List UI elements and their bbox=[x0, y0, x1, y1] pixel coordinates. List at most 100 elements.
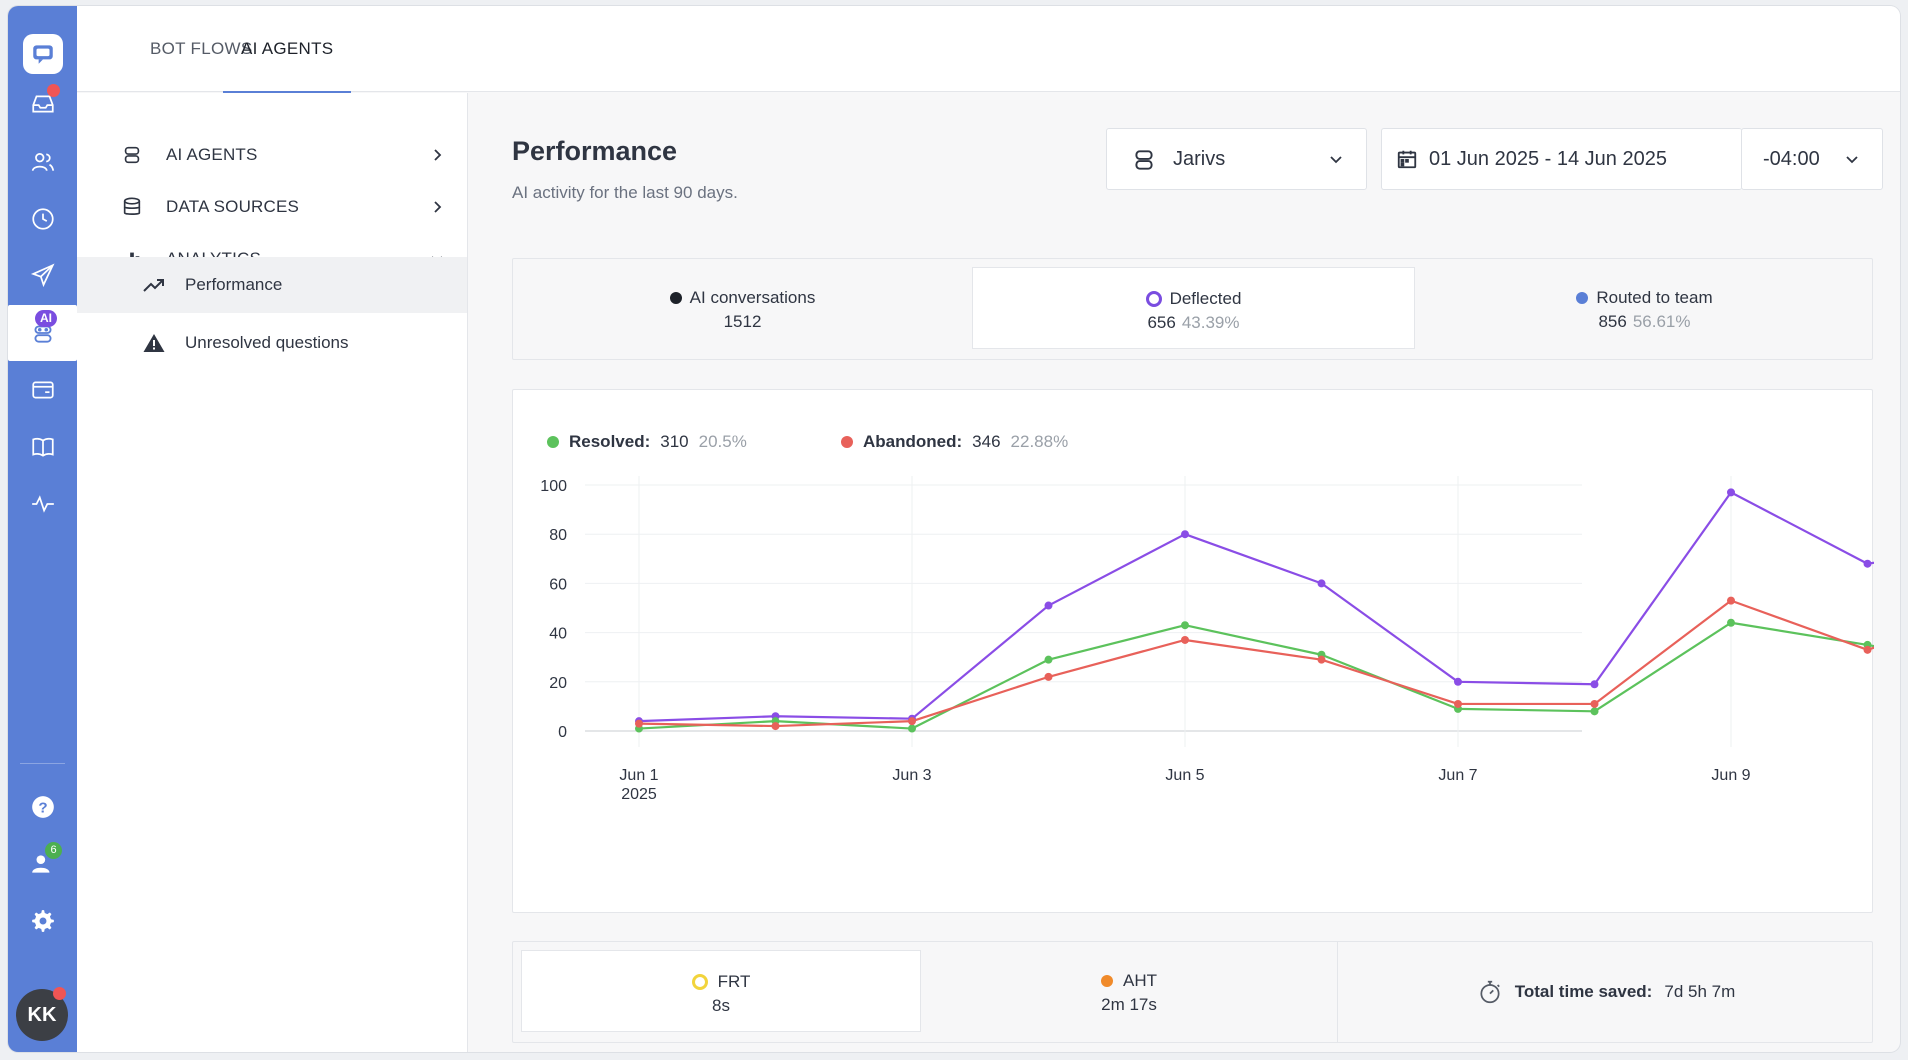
contacts-icon[interactable] bbox=[8, 134, 77, 190]
stat-value: 7d 5h 7m bbox=[1664, 982, 1736, 1001]
data-point bbox=[1181, 621, 1189, 630]
time-stats-bar: FRT 8s AHT 2m 17s Total time saved: 7d 5… bbox=[512, 941, 1873, 1043]
nav-sub-label: Unresolved questions bbox=[185, 333, 349, 352]
tab-label: BOT FLOWS bbox=[150, 39, 253, 58]
secondary-nav: AI AGENTS DATA SOURCES ANALYTICS Perform… bbox=[77, 93, 468, 1052]
stat-name: Total time saved: bbox=[1514, 982, 1653, 1001]
data-point bbox=[1454, 699, 1462, 708]
data-point bbox=[635, 719, 643, 728]
data-point bbox=[771, 722, 780, 731]
agent-select[interactable]: Jarivs bbox=[1106, 128, 1367, 190]
date-range-value: 01 Jun 2025 - 14 Jun 2025 bbox=[1429, 147, 1667, 170]
notification-dot bbox=[47, 84, 60, 97]
stat-percent: 56.61% bbox=[1632, 312, 1691, 331]
warning-icon bbox=[143, 334, 165, 352]
stat-aht[interactable]: AHT 2m 17s bbox=[921, 950, 1337, 1032]
x-tick-label: Jun 9 bbox=[1711, 767, 1750, 784]
y-tick-label: 80 bbox=[549, 527, 567, 544]
legend-name: Abandoned: bbox=[863, 432, 963, 451]
aht-dot bbox=[1101, 975, 1113, 987]
stat-deflected[interactable]: Deflected 656 43.39% bbox=[972, 267, 1415, 349]
legend-value: 310 bbox=[660, 432, 689, 451]
performance-chart-card: Resolved: 310 20.5% Abandoned: 346 22.88… bbox=[512, 389, 1874, 913]
app-logo[interactable] bbox=[8, 26, 77, 82]
nav-item-data-sources[interactable]: DATA SOURCES bbox=[77, 181, 467, 233]
database-icon bbox=[123, 197, 141, 215]
widget-icon[interactable] bbox=[8, 362, 77, 418]
team-count-badge: 6 bbox=[45, 842, 62, 859]
calendar-icon bbox=[1397, 150, 1417, 169]
data-point bbox=[1044, 655, 1053, 664]
chat-logo-icon bbox=[22, 34, 63, 74]
stat-value: 8s bbox=[712, 996, 730, 1015]
inbox-icon[interactable] bbox=[8, 76, 77, 132]
stat-ai-conversations[interactable]: AI conversations 1512 bbox=[513, 267, 972, 349]
nav-sub-label: Performance bbox=[185, 275, 283, 294]
team-icon[interactable]: 6 bbox=[8, 836, 77, 892]
data-point bbox=[1454, 677, 1462, 686]
y-tick-label: 0 bbox=[558, 724, 567, 741]
data-point bbox=[1590, 699, 1599, 708]
legend-resolved[interactable]: Resolved: 310 20.5% bbox=[547, 432, 747, 452]
nav-item-ai-agents[interactable]: AI AGENTS bbox=[77, 129, 467, 181]
timezone-select[interactable]: -04:00 bbox=[1741, 128, 1883, 190]
date-range-picker[interactable]: 01 Jun 2025 - 14 Jun 2025 bbox=[1381, 128, 1742, 190]
timezone-value: -04:00 bbox=[1763, 147, 1820, 170]
svg-text:?: ? bbox=[38, 799, 47, 816]
series-line-0 bbox=[638, 491, 1874, 723]
data-point bbox=[1317, 655, 1326, 664]
tab-bot-flows[interactable]: BOT FLOWS bbox=[150, 6, 253, 92]
agent-select-value: Jarivs bbox=[1173, 147, 1226, 170]
divider bbox=[1337, 942, 1338, 1042]
send-campaign-icon[interactable] bbox=[8, 247, 77, 303]
rail-divider bbox=[20, 763, 65, 764]
stat-percent: 43.39% bbox=[1181, 313, 1240, 332]
stat-name: AHT bbox=[1123, 971, 1157, 990]
ai-stats-bar: AI conversations 1512 Deflected 656 43.39… bbox=[512, 258, 1873, 360]
activity-pulse-icon[interactable] bbox=[8, 476, 77, 532]
main-rail: AI ? 6 KK bbox=[8, 6, 77, 1052]
bot-icon bbox=[1135, 150, 1153, 170]
knowledge-book-icon[interactable] bbox=[8, 419, 77, 475]
x-tick-label: Jun 7 bbox=[1438, 767, 1477, 784]
legend-dot bbox=[547, 436, 559, 448]
tab-label: AI AGENTS bbox=[241, 39, 334, 58]
y-tick-label: 100 bbox=[540, 478, 567, 495]
stat-frt[interactable]: FRT 8s bbox=[521, 950, 921, 1032]
tab-ai-agents[interactable]: AI AGENTS bbox=[223, 6, 352, 93]
x-tick-label: Jun 5 bbox=[1165, 767, 1204, 784]
legend-name: Resolved: bbox=[569, 432, 651, 451]
legend-percent: 22.88% bbox=[1010, 432, 1069, 451]
nav-sub-performance[interactable]: Performance bbox=[77, 257, 467, 313]
data-point bbox=[1727, 618, 1735, 627]
user-avatar[interactable]: KK bbox=[16, 987, 68, 1041]
nav-item-label: DATA SOURCES bbox=[166, 197, 300, 216]
series-dot bbox=[669, 292, 682, 304]
stat-value: 656 bbox=[1147, 313, 1176, 332]
main-content: Performance AI activity for the last 90 … bbox=[469, 93, 1900, 1052]
avatar-initials: KK bbox=[27, 1003, 57, 1026]
data-point bbox=[1181, 635, 1189, 644]
legend-value: 346 bbox=[972, 432, 1001, 451]
nav-sub-unresolved-questions[interactable]: Unresolved questions bbox=[77, 315, 467, 371]
data-point bbox=[1181, 530, 1189, 539]
stat-value: 856 bbox=[1598, 312, 1627, 331]
help-icon[interactable]: ? bbox=[8, 779, 77, 835]
x-tick-label: Jun 1 bbox=[619, 767, 658, 784]
history-clock-icon[interactable] bbox=[8, 191, 77, 247]
ai-bot-icon[interactable]: AI bbox=[8, 305, 77, 361]
data-point bbox=[1727, 488, 1735, 497]
stat-routed-to-team[interactable]: Routed to team 856 56.61% bbox=[1415, 267, 1874, 349]
frt-ring-icon bbox=[691, 974, 708, 990]
stat-total-time-saved: Total time saved: 7d 5h 7m bbox=[1338, 942, 1874, 1042]
settings-gear-icon[interactable] bbox=[8, 893, 77, 949]
data-point bbox=[1727, 596, 1735, 605]
stat-name: AI conversations bbox=[689, 288, 816, 307]
chevron-down-icon bbox=[1330, 156, 1342, 164]
legend-abandoned[interactable]: Abandoned: 346 22.88% bbox=[841, 432, 1068, 452]
data-point bbox=[1590, 707, 1599, 716]
data-point bbox=[908, 717, 916, 726]
x-tick-label: Jun 3 bbox=[892, 767, 931, 784]
series-line-1 bbox=[638, 621, 1874, 730]
stat-name: FRT bbox=[717, 972, 751, 991]
